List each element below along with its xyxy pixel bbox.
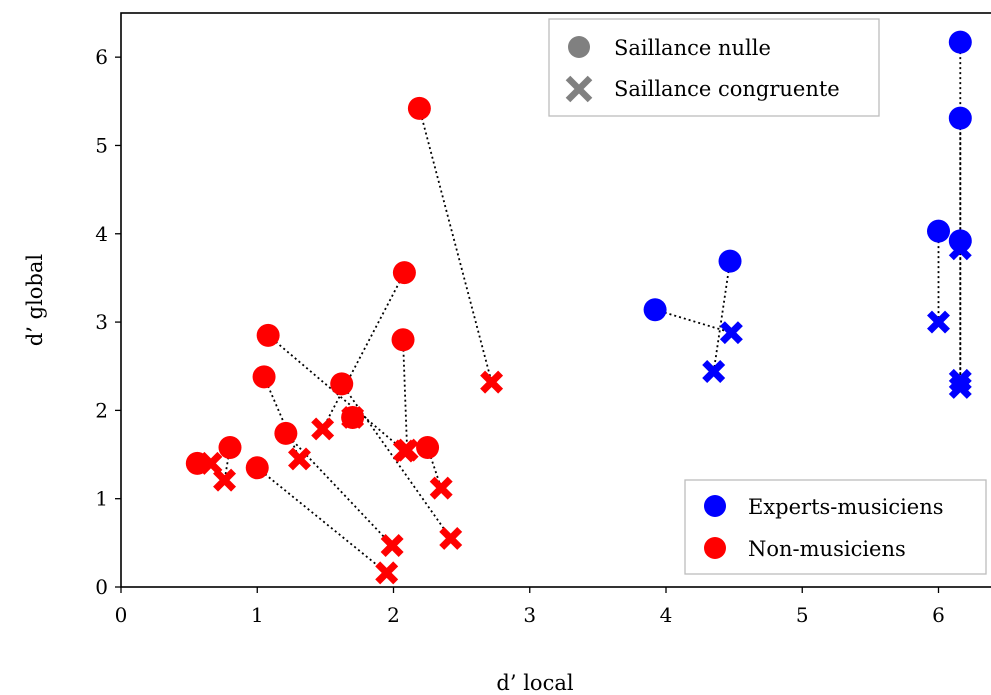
non-musicien-nulle-point: [256, 323, 280, 347]
non-musicien-congruente-point: [480, 370, 504, 394]
pair-link-line: [654, 308, 732, 334]
legend-label-saillance-congruente: Saillance congruente: [614, 77, 840, 101]
expert-congruente-point: [702, 360, 726, 384]
pair-link-line: [256, 467, 388, 574]
non-musicien-nulle-point: [341, 405, 365, 429]
legend-marker-types-box: [548, 18, 880, 117]
legend-label-experts-musiciens: Experts-musiciens: [748, 495, 944, 519]
legend-circle-marker: [568, 36, 590, 58]
y-axis-label: d’ global: [23, 254, 47, 347]
non-musicien-nulle-point: [245, 456, 269, 480]
legend-groups-box: [684, 479, 987, 575]
legend-non-musiciens-marker: [704, 537, 726, 559]
y-tick-label: 6: [95, 45, 108, 69]
legend-groups: Experts-musiciens Non-musiciens: [684, 479, 987, 575]
non-musicien-nulle-point: [391, 328, 415, 352]
pair-link-line: [285, 432, 393, 547]
x-tick-label: 0: [115, 603, 128, 627]
pair-link-line: [321, 272, 406, 430]
y-tick-label: 4: [95, 222, 108, 246]
y-tick-label: 1: [95, 487, 108, 511]
data-markers: [185, 30, 972, 585]
plot-frame: [120, 12, 991, 588]
y-tick-label: 0: [95, 575, 108, 599]
non-musicien-congruente-point: [429, 476, 453, 500]
pair-link-line: [402, 339, 409, 451]
pair-link-line: [418, 108, 493, 383]
non-musicien-nulle-point: [407, 96, 431, 120]
x-tick-label: 5: [796, 603, 809, 627]
expert-nulle-point: [948, 30, 972, 54]
non-musicien-congruente-point: [288, 447, 311, 471]
non-musicien-nulle-point: [185, 451, 209, 475]
legend-x-marker: [565, 75, 593, 103]
legend-experts-marker: [704, 495, 726, 517]
x-tick-label: 2: [387, 603, 400, 627]
x-axis-ticks: 0 1 2 3 4 5 6: [115, 587, 945, 627]
expert-nulle-point: [718, 249, 742, 273]
non-musicien-nulle-point: [218, 435, 242, 459]
y-tick-label: 2: [95, 398, 108, 422]
non-musicien-nulle-point: [274, 421, 298, 445]
non-musicien-nulle-point: [392, 261, 416, 285]
legend-marker-types: Saillance nulle Saillance congruente: [548, 18, 880, 117]
x-tick-label: 6: [932, 603, 945, 627]
expert-nulle-point: [948, 106, 972, 130]
non-musicien-nulle-point: [252, 365, 276, 389]
non-musicien-congruente-point: [375, 561, 399, 585]
y-tick-label: 3: [95, 310, 108, 334]
expert-nulle-point: [948, 229, 972, 253]
pair-link-line: [712, 261, 731, 372]
y-tick-label: 5: [95, 133, 108, 157]
non-musicien-congruente-point: [311, 417, 335, 441]
x-tick-label: 1: [251, 603, 264, 627]
non-musicien-congruente-point: [380, 534, 404, 557]
expert-nulle-point: [643, 298, 667, 322]
legend-label-saillance-nulle: Saillance nulle: [614, 36, 771, 60]
non-musicien-nulle-point: [416, 435, 440, 459]
non-musicien-congruente-point: [439, 526, 463, 550]
expert-congruente-point: [927, 310, 950, 334]
expert-congruente-point: [948, 368, 972, 392]
non-musicien-congruente-point: [395, 438, 419, 462]
x-tick-label: 4: [660, 603, 673, 627]
non-musicien-nulle-point: [330, 372, 354, 396]
expert-congruente-point: [719, 321, 743, 345]
non-musicien-congruente-point: [213, 468, 237, 492]
x-axis-label: d’ local: [496, 671, 573, 695]
pair-link-line: [263, 376, 301, 460]
y-axis-ticks: 0 1 2 3 4 5 6: [95, 45, 121, 599]
legend-label-non-musiciens: Non-musiciens: [748, 537, 906, 561]
plot-area: [185, 30, 972, 585]
expert-nulle-point: [927, 219, 950, 243]
x-tick-label: 3: [523, 603, 536, 627]
